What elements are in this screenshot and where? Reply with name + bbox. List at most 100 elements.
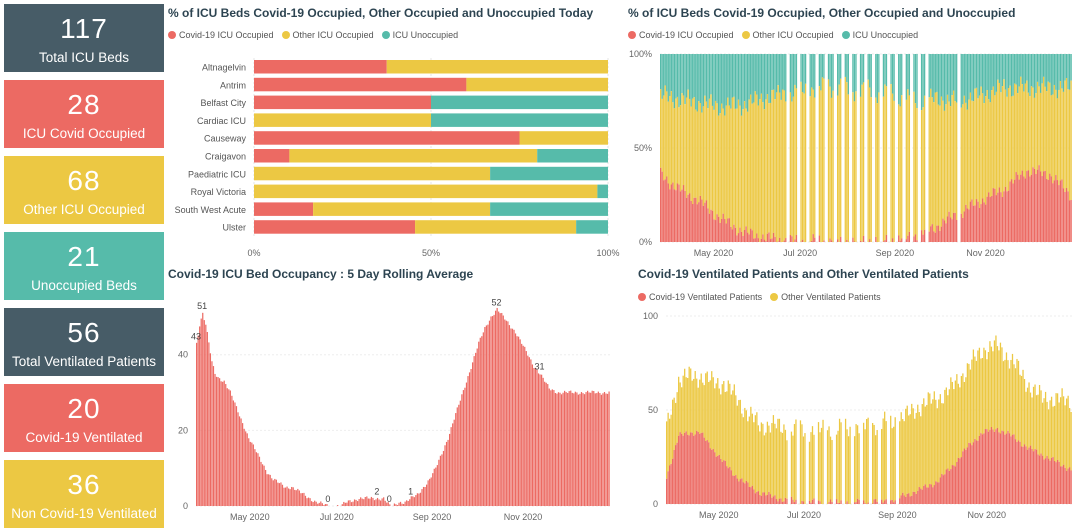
legend-item[interactable]: Covid-19 ICU Occupied bbox=[628, 30, 734, 40]
bar-segment bbox=[673, 54, 676, 109]
bar bbox=[418, 493, 420, 506]
kpi-card-total-icu-beds: 117 Total ICU Beds bbox=[4, 4, 164, 72]
bar-segment bbox=[1052, 406, 1054, 458]
bar-segment bbox=[885, 421, 887, 500]
bar bbox=[424, 486, 426, 506]
bar-segment bbox=[1029, 54, 1031, 97]
bar bbox=[399, 501, 402, 506]
bar bbox=[476, 348, 478, 506]
bar-segment bbox=[754, 238, 756, 242]
bar bbox=[478, 341, 480, 506]
bar-segment bbox=[937, 225, 940, 242]
bar bbox=[412, 496, 414, 506]
bar-segment bbox=[1056, 98, 1059, 181]
bar bbox=[347, 500, 350, 506]
bar-segment bbox=[828, 502, 830, 504]
bar-segment bbox=[930, 403, 932, 485]
bar-segment bbox=[707, 108, 709, 209]
bar-segment bbox=[1004, 186, 1007, 242]
bar-segment bbox=[782, 54, 784, 90]
y-tick-label: 0 bbox=[653, 499, 658, 509]
bar-segment bbox=[693, 435, 695, 504]
bar-segment bbox=[745, 410, 747, 481]
bar-segment bbox=[962, 217, 964, 242]
legend-item[interactable]: Covid-19 ICU Occupied bbox=[168, 30, 274, 40]
bar-segment bbox=[753, 102, 755, 239]
bar-segment bbox=[1036, 169, 1039, 242]
bar-segment bbox=[765, 495, 767, 504]
bar bbox=[268, 474, 270, 506]
bar bbox=[278, 483, 281, 506]
bar-segment bbox=[759, 431, 761, 495]
y-tick-label: 40 bbox=[178, 350, 188, 360]
bar-segment bbox=[801, 424, 803, 501]
bar-segment bbox=[952, 54, 955, 91]
bar bbox=[372, 497, 374, 506]
bar-segment bbox=[740, 231, 743, 242]
legend-item[interactable]: ICU Unoccupied bbox=[841, 30, 918, 40]
bar-segment bbox=[876, 430, 878, 502]
bar-segment bbox=[930, 54, 932, 89]
bar-segment bbox=[739, 479, 741, 504]
legend-item[interactable]: Covid-19 Ventilated Patients bbox=[638, 292, 762, 302]
bar-segment bbox=[821, 54, 824, 78]
bar-segment bbox=[774, 54, 776, 100]
bar-segment bbox=[733, 384, 735, 476]
legend-item[interactable]: Other Ventilated Patients bbox=[770, 292, 881, 302]
bar-segment bbox=[772, 496, 775, 504]
bar bbox=[252, 444, 254, 506]
bar-segment bbox=[386, 60, 608, 74]
bar-segment bbox=[1068, 467, 1071, 504]
bar-segment bbox=[999, 433, 1002, 504]
bar bbox=[590, 392, 592, 506]
bar bbox=[484, 327, 486, 506]
bar-segment bbox=[684, 54, 686, 105]
bar-segment bbox=[945, 54, 947, 105]
legend-item[interactable]: ICU Unoccupied bbox=[381, 30, 458, 40]
bar-segment bbox=[959, 458, 961, 504]
bar bbox=[596, 393, 598, 506]
bar-segment bbox=[923, 54, 926, 96]
bar-segment bbox=[1017, 440, 1020, 504]
bar bbox=[294, 489, 296, 506]
bar-segment bbox=[675, 54, 677, 99]
bar-segment bbox=[963, 54, 965, 96]
bar bbox=[505, 320, 507, 506]
bar-segment bbox=[663, 54, 665, 96]
kpi-label: Other ICU Occupied bbox=[23, 202, 145, 217]
bar-segment bbox=[985, 204, 987, 242]
bar-segment bbox=[750, 487, 752, 504]
bar-segment bbox=[838, 418, 841, 503]
bar-segment bbox=[1009, 85, 1011, 182]
bar bbox=[274, 478, 276, 506]
bar-segment bbox=[736, 405, 738, 479]
bar-segment bbox=[1028, 382, 1030, 448]
legend-item[interactable]: Other ICU Occupied bbox=[741, 30, 834, 40]
bar-segment bbox=[682, 95, 685, 186]
legend-item[interactable]: Other ICU Occupied bbox=[281, 30, 374, 40]
bar-segment bbox=[876, 54, 878, 104]
bar-segment bbox=[757, 238, 759, 242]
bar-segment bbox=[1010, 54, 1013, 97]
bar-segment bbox=[684, 104, 686, 191]
bar bbox=[366, 496, 368, 506]
bar-segment bbox=[708, 213, 711, 242]
bar-segment bbox=[1024, 178, 1026, 242]
bar-segment bbox=[989, 429, 991, 504]
bar-segment bbox=[972, 442, 975, 504]
bar bbox=[439, 455, 442, 506]
bar-segment bbox=[977, 440, 979, 504]
bar-segment bbox=[932, 399, 934, 488]
bar bbox=[303, 492, 305, 506]
bar-segment bbox=[995, 54, 998, 92]
bar-segment bbox=[1058, 54, 1060, 90]
bar-segment bbox=[853, 436, 856, 503]
legend-dot bbox=[281, 31, 290, 39]
bar-segment bbox=[748, 486, 750, 504]
bar-segment bbox=[729, 466, 731, 504]
bar-segment bbox=[977, 54, 979, 99]
bar-segment bbox=[762, 423, 764, 493]
bar-segment bbox=[859, 96, 862, 241]
bar bbox=[404, 501, 406, 506]
